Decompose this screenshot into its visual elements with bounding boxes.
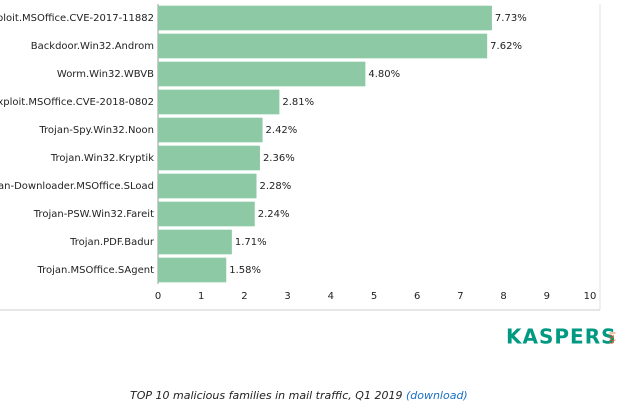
x-tick-label: 4 [328,291,334,302]
caption-text: TOP 10 malicious families in mail traffi… [130,389,402,402]
y-tick-label: Trojan-PSW.Win32.Fareit [33,209,154,220]
value-label: 4.80% [368,69,400,80]
value-label: 2.42% [266,125,298,136]
bar [158,173,257,199]
value-label: 1.71% [235,237,267,248]
x-tick-label: 6 [414,291,420,302]
bar [158,201,255,227]
y-tick-label: Trojan.Win32.Kryptik [50,153,154,164]
logo: KASPERSKY [506,325,617,349]
y-tick-label: Backdoor.Win32.Androm [31,41,154,52]
bar [158,89,280,115]
y-tick-label: Exploit.MSOffice.CVE-2018-0802 [0,97,154,108]
x-tick-label: 1 [198,291,204,302]
caption: TOP 10 malicious families in mail traffi… [130,389,468,402]
x-tick-label: 10 [584,291,597,302]
y-tick-label: Trojan.MSOffice.SAgent [36,265,154,276]
x-tick-label: 0 [155,291,161,302]
y-tick-label: Exploit.MSOffice.CVE-2017-11882 [0,13,154,24]
y-tick-label: Trojan.PDF.Badur [69,237,155,248]
bar [158,33,488,59]
x-tick-label: 9 [544,291,550,302]
x-tick-label: 3 [284,291,290,302]
bar [158,229,232,255]
value-label: 7.73% [495,13,527,24]
bar [158,257,227,283]
value-label: 2.36% [263,153,295,164]
value-label: 7.62% [490,41,522,52]
bar [158,117,263,143]
y-tick-label: Worm.Win32.WBVB [57,69,154,80]
x-tick-label: 5 [371,291,377,302]
logo-sub: lab [608,332,617,344]
download-link[interactable]: (download) [406,389,468,402]
y-tick-label: Trojan-Spy.Win32.Noon [38,125,154,136]
value-label: 2.28% [259,181,291,192]
x-tick-label: 7 [457,291,463,302]
bar [158,145,260,171]
x-tick-label: 8 [500,291,506,302]
x-tick-label: 2 [241,291,247,302]
value-label: 2.24% [258,209,290,220]
y-tick-label: Trojan-Downloader.MSOffice.SLoad [0,181,154,192]
bar [158,5,492,31]
bar [158,61,366,87]
value-label: 2.81% [282,97,314,108]
value-label: 1.58% [229,265,261,276]
